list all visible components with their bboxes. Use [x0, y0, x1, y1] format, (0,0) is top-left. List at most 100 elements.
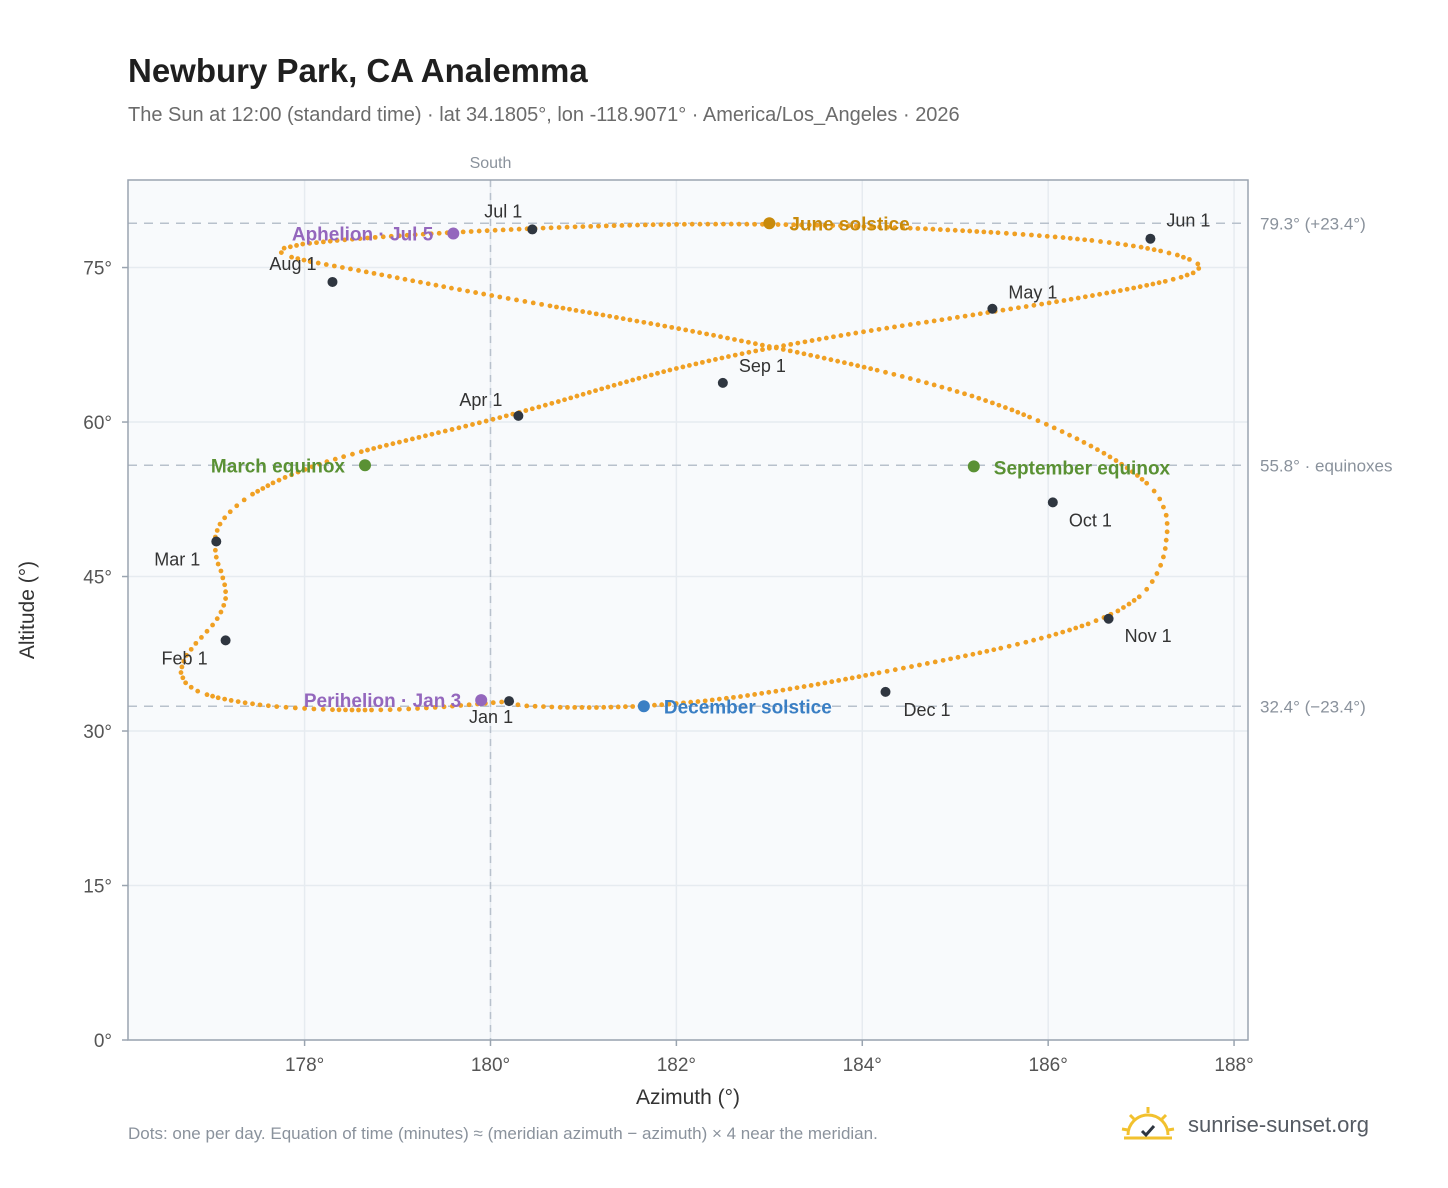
- day-dot: [600, 312, 606, 318]
- day-dot: [766, 344, 772, 349]
- day-dot: [843, 676, 848, 682]
- day-dot: [861, 364, 867, 370]
- day-dot: [780, 347, 786, 352]
- day-dot: [302, 706, 307, 711]
- day-dot: [732, 337, 737, 342]
- day-dot: [433, 282, 439, 288]
- day-dot: [1082, 294, 1088, 300]
- day-dot: [705, 221, 711, 227]
- day-dot: [962, 313, 968, 319]
- day-dot: [1111, 289, 1116, 295]
- day-dot: [412, 232, 418, 238]
- day-dot: [1187, 257, 1192, 262]
- day-dot: [1035, 418, 1041, 424]
- day-dot: [536, 404, 542, 410]
- day-dot: [423, 705, 429, 711]
- day-dot: [988, 229, 994, 235]
- day-dot: [1174, 252, 1180, 258]
- day-dot: [1131, 285, 1137, 291]
- day-dot: [821, 355, 827, 361]
- day-dot: [1181, 254, 1186, 260]
- day-dot: [845, 223, 851, 229]
- day-dot: [939, 384, 945, 390]
- day-dot: [1081, 440, 1087, 445]
- event-marker: [967, 460, 980, 473]
- day-dot: [623, 704, 628, 710]
- day-dot: [1104, 290, 1110, 296]
- day-dot: [228, 698, 234, 703]
- brand-logo[interactable]: sunrise-sunset.org: [1120, 1100, 1369, 1150]
- day-dot: [276, 477, 282, 483]
- day-dot: [930, 226, 936, 232]
- day-dot: [815, 681, 821, 687]
- day-dot: [204, 628, 210, 634]
- day-dot: [721, 221, 726, 227]
- day-dot: [423, 433, 428, 439]
- day-dot: [1170, 276, 1176, 282]
- day-dot: [1053, 631, 1059, 637]
- day-dot: [180, 675, 186, 681]
- day-dot: [289, 472, 294, 478]
- day-dot: [1117, 288, 1123, 293]
- day-dot: [681, 221, 687, 227]
- day-dot: [307, 240, 313, 246]
- day-dot: [483, 418, 489, 424]
- event-label: Perihelion · Jan 3: [304, 691, 461, 712]
- day-dot: [549, 400, 555, 406]
- day-dot: [1178, 274, 1184, 280]
- day-dot: [1082, 237, 1088, 243]
- day-dot: [179, 664, 185, 670]
- day-dot: [1046, 633, 1052, 639]
- month-label: Apr 1: [459, 390, 502, 410]
- day-dot: [357, 236, 363, 242]
- day-dot: [484, 228, 490, 234]
- day-dot: [387, 707, 393, 713]
- month-marker: [527, 224, 538, 235]
- day-dot: [954, 389, 960, 394]
- day-dot: [436, 230, 442, 236]
- day-dot: [302, 467, 308, 472]
- day-dot: [695, 699, 701, 704]
- day-dot: [1061, 298, 1067, 303]
- day-dot: [815, 354, 820, 360]
- day-dot: [702, 698, 708, 704]
- day-dot: [856, 674, 862, 680]
- day-dot: [1195, 261, 1201, 267]
- day-dot: [1184, 272, 1190, 278]
- day-dot: [981, 229, 987, 235]
- day-dot: [287, 244, 293, 250]
- day-dot: [849, 675, 855, 681]
- day-dot: [1161, 554, 1166, 560]
- day-dot: [690, 328, 696, 334]
- day-dot: [627, 222, 633, 228]
- plot-background: [128, 180, 1248, 1040]
- day-dot: [1012, 231, 1018, 237]
- day-dot: [845, 331, 851, 337]
- day-dot: [457, 287, 462, 293]
- day-dot: [332, 456, 338, 462]
- day-dot: [766, 689, 772, 695]
- day-dot: [808, 682, 814, 688]
- day-dot: [1075, 236, 1080, 242]
- day-dot: [215, 561, 221, 567]
- day-dot: [752, 221, 758, 227]
- day-dot: [636, 375, 642, 381]
- month-label: Dec 1: [904, 700, 951, 720]
- day-dot: [489, 293, 495, 298]
- day-dot: [801, 351, 807, 357]
- day-dot: [744, 221, 750, 227]
- month-marker: [880, 686, 891, 697]
- day-dot: [1144, 282, 1150, 288]
- month-label: Jan 1: [469, 707, 513, 727]
- day-dot: [1124, 465, 1130, 471]
- day-dot: [1136, 594, 1142, 600]
- day-dot: [939, 317, 945, 323]
- day-dot: [814, 222, 820, 228]
- day-dot: [977, 311, 983, 317]
- day-dot: [213, 554, 219, 560]
- day-dot: [794, 349, 800, 355]
- day-dot: [320, 706, 326, 712]
- day-dot: [780, 687, 786, 693]
- day-dot: [783, 222, 789, 228]
